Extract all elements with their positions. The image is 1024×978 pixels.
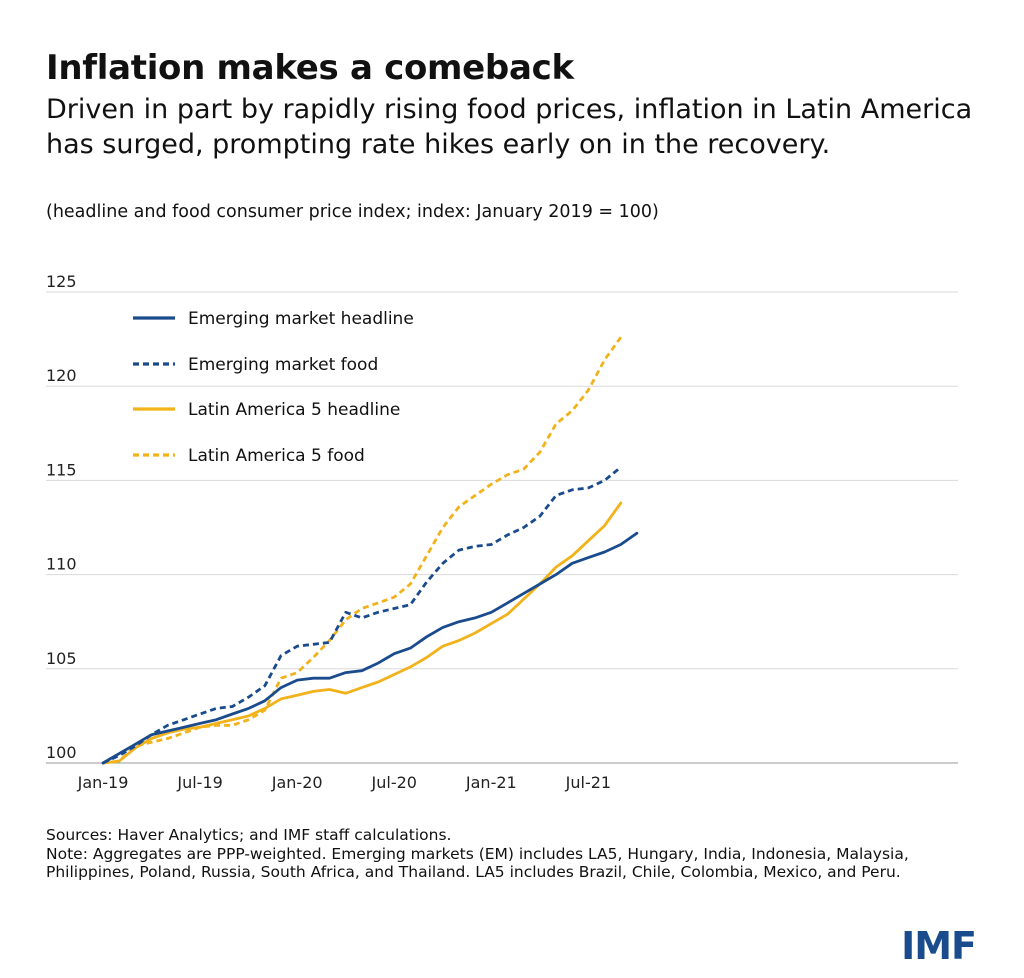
series-line-emerging-market-headline (101, 531, 639, 765)
x-tick-label-Jan-21: Jan-21 (465, 773, 517, 792)
note-text: Note: Aggregates are PPP-weighted. Emerg… (46, 844, 909, 882)
y-tick-label-105: 105 (46, 649, 77, 668)
legend-label-latin-america-5-food: Latin America 5 food (188, 446, 365, 466)
y-tick-label-110: 110 (46, 555, 77, 574)
chart-units-note: (headline and food consumer price index;… (46, 202, 659, 222)
sources-text: Sources: Haver Analytics; and IMF staff … (46, 826, 452, 844)
series-line-emerging-market-food (102, 466, 622, 765)
y-tick-label-125: 125 (46, 272, 77, 291)
y-axis-ticks: 100 105 110 115 120 125 (46, 272, 77, 762)
chart-subtitle: Driven in part by rapidly rising food pr… (46, 94, 973, 160)
x-tick-label-Jul-20: Jul-20 (371, 773, 417, 792)
legend-label-emerging-market-headline: Emerging market headline (188, 309, 414, 329)
series-lines (101, 336, 639, 765)
x-tick-label-Jan-20: Jan-20 (271, 773, 323, 792)
x-tick-label-Jan-19: Jan-19 (77, 773, 129, 792)
legend-label-emerging-market-food: Emerging market food (188, 355, 378, 375)
series-line-latin-america-5-food (102, 336, 622, 765)
legend-label-latin-america-5-headline: Latin America 5 headline (188, 400, 400, 420)
y-tick-label-115: 115 (46, 460, 77, 479)
chart-title: Inflation makes a comeback (46, 48, 574, 88)
imf-logo: IMF (901, 924, 977, 968)
legend: Emerging market headline Emerging market … (133, 309, 414, 466)
x-tick-label-Jul-19: Jul-19 (176, 773, 222, 792)
gridlines (46, 291, 958, 764)
x-tick-label-Jul-21: Jul-21 (565, 773, 611, 792)
x-axis-ticks: Jan-19 Jul-19 Jan-20 Jul-20 Jan-21 Jul-21 (77, 773, 612, 792)
y-tick-label-100: 100 (46, 743, 77, 762)
footnotes: Sources: Haver Analytics; and IMF staff … (46, 826, 986, 882)
series-line-latin-america-5-headline (101, 501, 623, 765)
y-tick-label-120: 120 (46, 366, 77, 385)
